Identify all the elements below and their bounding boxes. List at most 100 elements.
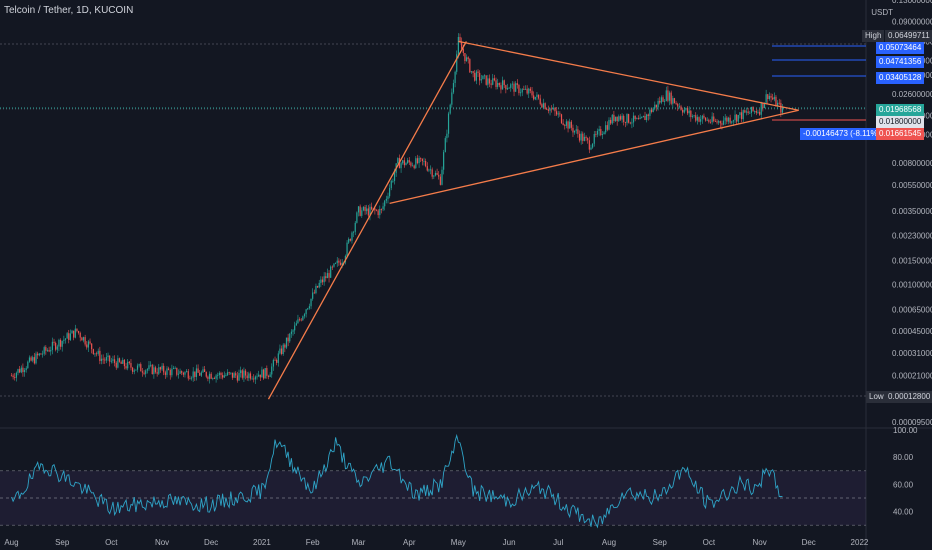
candle-body [12, 375, 14, 378]
candle-body [495, 80, 497, 87]
candle-body [722, 120, 725, 125]
low-tag: Low [866, 391, 887, 403]
candle-body [718, 121, 720, 123]
candle-body [182, 372, 184, 375]
candle-body [678, 106, 680, 108]
candle-body [665, 90, 667, 101]
candle-body [56, 346, 58, 350]
red-level-label[interactable]: 0.01661545 [876, 128, 925, 140]
candle-body [328, 273, 330, 278]
candle-body [564, 124, 566, 126]
candle-body [426, 166, 428, 171]
candle-body [420, 157, 422, 159]
candle-body [410, 162, 412, 166]
candle-body [754, 110, 756, 112]
candle-body [105, 357, 108, 361]
price-tick-label: 0.00021000 [892, 372, 932, 381]
candle-body [187, 371, 189, 379]
candle-body [490, 83, 492, 85]
candle-body [698, 117, 700, 122]
candle-body [690, 110, 692, 117]
candle-body [94, 353, 96, 355]
candle-body [477, 71, 479, 73]
candle-body [28, 357, 31, 362]
candle-body [529, 88, 532, 91]
candle-body [41, 353, 44, 355]
candle-body [213, 378, 216, 379]
measure-label[interactable]: -0.00146473 (-8.11%) -1 [800, 128, 876, 140]
candle-body [390, 180, 392, 189]
candle-body [552, 108, 554, 110]
x-tick-label: May [451, 538, 466, 547]
candle-body [302, 316, 304, 321]
candle-body [130, 362, 132, 368]
candle-body [251, 378, 253, 380]
candle-body [22, 367, 24, 373]
candle-body [726, 117, 728, 122]
candle-body [298, 319, 301, 321]
candle-body [266, 368, 268, 376]
candle-body [400, 163, 402, 169]
candle-body [45, 347, 47, 351]
candle-body [605, 125, 607, 133]
candle-body [89, 341, 91, 344]
x-tick-label: Feb [306, 538, 320, 547]
candle-body [596, 130, 599, 135]
candle-body [565, 121, 568, 126]
candle-body [171, 368, 173, 376]
candle-body [662, 97, 664, 102]
candle-body [194, 371, 196, 377]
candle-body [66, 333, 68, 339]
candle-body [51, 341, 53, 351]
candle-body [693, 115, 695, 117]
candle-body [19, 369, 21, 373]
level3-label[interactable]: 0.03405128 [876, 72, 925, 84]
candle-body [634, 115, 636, 119]
candle-body [672, 98, 674, 104]
candle-body [359, 206, 361, 216]
candle-body [652, 108, 654, 113]
low-value-label: 0.00012800 [885, 391, 932, 403]
candle-body [225, 375, 227, 376]
candle-body [226, 372, 229, 376]
candle-body [416, 158, 419, 164]
candle-body [63, 339, 65, 341]
candle-body [567, 121, 569, 129]
candle-body [570, 121, 572, 128]
candle-body [123, 359, 126, 367]
candle-body [164, 372, 166, 375]
candle-body [704, 117, 707, 121]
candle-body [469, 59, 471, 73]
candle-body [611, 114, 613, 124]
candle-body [405, 162, 407, 166]
candle-body [120, 361, 122, 364]
candle-body [192, 371, 194, 378]
candle-body [248, 373, 250, 379]
candle-body [195, 368, 198, 377]
candle-body [407, 160, 409, 163]
candle-body [132, 367, 134, 372]
candle-body [100, 358, 103, 361]
candle-body [650, 109, 653, 113]
candle-body [158, 367, 160, 374]
candle-body [451, 92, 453, 105]
candle-body [349, 238, 351, 241]
candle-body [282, 344, 284, 355]
candle-body [714, 120, 716, 122]
candle-body [444, 138, 446, 153]
candle-body [117, 358, 119, 368]
candle-body [601, 134, 604, 136]
x-tick-label: Sep [55, 538, 70, 547]
candle-body [10, 375, 13, 377]
candle-body [760, 103, 762, 115]
candle-body [387, 196, 389, 199]
candle-body [389, 188, 391, 197]
candle-body [113, 359, 116, 363]
candle-body [537, 94, 540, 99]
level2-label[interactable]: 0.04741356 [876, 56, 925, 68]
candle-body [523, 89, 525, 90]
candle-body [474, 72, 476, 81]
candle-body [190, 377, 193, 379]
level1-label[interactable]: 0.05073464 [876, 42, 925, 54]
